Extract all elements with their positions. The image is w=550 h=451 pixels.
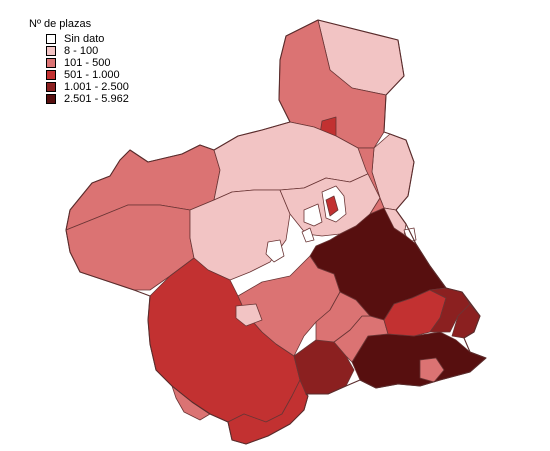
legend-swatch: [46, 94, 56, 104]
legend-item-501-1000: 501 - 1.000: [46, 69, 129, 81]
map-legend: Nº de plazas Sin dato 8 - 100 101 - 500 …: [29, 17, 129, 105]
legend-swatch: [46, 70, 56, 80]
legend-label: 2.501 - 5.962: [64, 93, 129, 105]
municipality-center-pink[interactable]: [235, 303, 263, 327]
legend-swatch: [46, 34, 56, 44]
legend-item-101-500: 101 - 500: [46, 57, 129, 69]
legend-label: 8 - 100: [64, 45, 99, 57]
legend-list: Sin dato 8 - 100 101 - 500 501 - 1.000 1…: [46, 33, 129, 105]
municipality-sin-dato-1[interactable]: [303, 203, 323, 227]
municipality-sin-dato-3[interactable]: [301, 227, 315, 243]
municipality-small-red[interactable]: [325, 195, 339, 217]
legend-item-2501-5962: 2.501 - 5.962: [46, 93, 129, 105]
legend-label: Sin dato: [64, 33, 105, 45]
legend-label: 101 - 500: [64, 57, 111, 69]
municipality-cartagena[interactable]: [351, 331, 487, 389]
legend-swatch: [46, 46, 56, 56]
region-outline: [65, 19, 487, 445]
municipality-central-west[interactable]: [189, 189, 291, 281]
legend-title: Nº de plazas: [29, 18, 92, 30]
legend-item-8-100: 8 - 100: [46, 45, 129, 57]
municipality-pink-coast[interactable]: [419, 357, 445, 383]
legend-swatch: [46, 82, 56, 92]
legend-item-sin-dato: Sin dato: [46, 33, 129, 45]
legend-item-1001-2500: 1.001 - 2.500: [46, 81, 129, 93]
municipality-center-red-2[interactable]: [315, 291, 371, 343]
municipality-sin-dato-4[interactable]: [265, 239, 285, 263]
legend-label: 1.001 - 2.500: [64, 81, 129, 93]
legend-label: 501 - 1.000: [64, 69, 120, 81]
legend-swatch: [46, 58, 56, 68]
